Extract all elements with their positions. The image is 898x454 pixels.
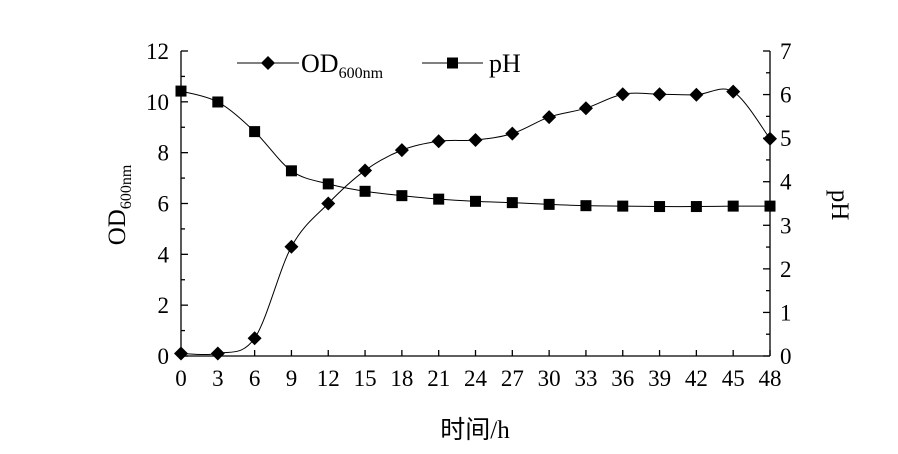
- od600-point: [210, 346, 225, 361]
- y-tick-label: 10: [146, 90, 169, 115]
- ticks: 0 3 6 9 12 15 18 21 24 27 30 33 36 39 42 45 480246810120…: [146, 39, 792, 391]
- y-tick-label: 12: [146, 39, 169, 64]
- ph-point: [249, 126, 261, 138]
- od600-series: [174, 84, 777, 361]
- y2-tick-label: 3: [780, 213, 792, 238]
- od600-point: [763, 131, 777, 146]
- ph-point: [654, 201, 666, 213]
- ph-point: [543, 198, 555, 210]
- x-tick-label: 18: [390, 366, 413, 391]
- legend-item-ph: pH: [422, 49, 521, 78]
- ph-point: [506, 197, 518, 209]
- od600-point: [615, 87, 630, 102]
- x-tick-label: 42: [685, 366, 708, 391]
- od600-point: [542, 110, 557, 125]
- x-tick-label: 21: [427, 366, 450, 391]
- x-tick-label: 39: [648, 366, 671, 391]
- y-tick-label: 8: [158, 141, 170, 166]
- od600-point: [284, 239, 299, 254]
- x-tick-label: 27: [501, 366, 524, 391]
- ph-series: [175, 85, 776, 213]
- x-tick-label: 6: [249, 366, 261, 391]
- y-tick-label: 0: [158, 344, 170, 369]
- od600-point: [247, 331, 262, 346]
- series: [174, 84, 777, 361]
- legend-label-subscript: 600nm: [339, 65, 384, 82]
- legend-marker: [261, 56, 275, 70]
- y2-tick-label: 7: [780, 39, 792, 64]
- y2-tick-label: 0: [780, 344, 792, 369]
- od600-line: [180, 88, 771, 356]
- ph-point: [690, 201, 702, 213]
- od600-point: [321, 196, 336, 211]
- ph-point: [396, 190, 408, 202]
- legend-label-main: pH: [489, 49, 521, 78]
- od600-point: [726, 84, 741, 99]
- y-axis-title-subscript: 600nm: [118, 164, 135, 209]
- legend-label-main: OD: [301, 49, 339, 78]
- y-tick-label: 6: [158, 192, 170, 217]
- legend: OD600nm pH: [237, 49, 521, 82]
- od600-point: [394, 143, 409, 158]
- x-tick-label: 48: [759, 366, 782, 391]
- x-tick-label: 0: [175, 366, 187, 391]
- legend-item-od600: OD600nm: [237, 49, 384, 82]
- y-axis-title-main: OD: [104, 209, 131, 245]
- ph-point: [175, 85, 187, 97]
- ph-point: [617, 200, 629, 212]
- y2-tick-label: 4: [780, 170, 792, 195]
- y-tick-label: 2: [158, 293, 170, 318]
- ph-point: [285, 165, 297, 177]
- od600-point: [578, 101, 593, 116]
- legend-marker: [447, 57, 458, 69]
- ph-point: [433, 193, 445, 205]
- x-tick-label: 33: [574, 366, 597, 391]
- ph-point: [322, 178, 334, 190]
- od600-point: [468, 132, 483, 147]
- od600-point: [652, 87, 667, 102]
- y2-tick-label: 6: [780, 83, 792, 108]
- x-tick-label: 30: [538, 366, 561, 391]
- od600-point: [431, 134, 446, 149]
- legend-label: OD600nm: [301, 49, 384, 82]
- od600-point: [505, 126, 520, 141]
- ph-point: [359, 185, 371, 197]
- y2-axis-title: pH: [826, 190, 853, 221]
- x-tick-label: 36: [611, 366, 634, 391]
- ph-point: [580, 200, 592, 212]
- y2-tick-label: 5: [780, 126, 792, 151]
- od600-point: [174, 346, 188, 361]
- y-tick-label: 4: [158, 242, 170, 267]
- x-tick-label: 24: [464, 366, 488, 391]
- od600-point: [358, 163, 373, 178]
- x-tick-label: 12: [317, 366, 340, 391]
- legend-label: pH: [489, 49, 521, 78]
- x-tick-label: 9: [286, 366, 298, 391]
- x-tick-label: 15: [354, 366, 377, 391]
- od600-point: [689, 87, 704, 102]
- y2-tick-label: 2: [780, 257, 792, 282]
- x-axis-title: 时间/h: [440, 416, 510, 444]
- y2-tick-label: 1: [780, 300, 792, 325]
- ph-point: [212, 96, 224, 108]
- x-tick-label: 45: [722, 366, 745, 391]
- ph-point: [727, 200, 739, 212]
- ph-line: [180, 90, 771, 208]
- ph-point: [470, 195, 481, 207]
- ph-point: [764, 200, 776, 212]
- x-tick-label: 3: [212, 366, 224, 391]
- y-axis-title: OD600nm: [104, 164, 135, 245]
